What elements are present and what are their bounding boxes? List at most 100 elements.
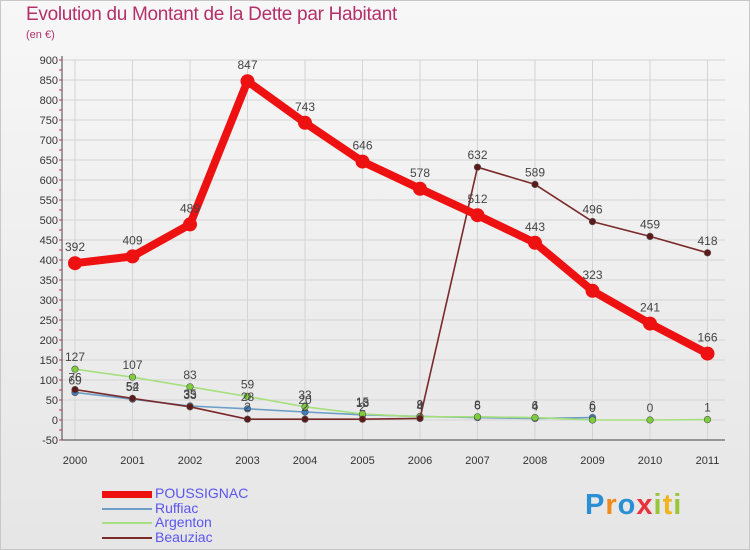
legend-label: Beauziac	[155, 529, 213, 545]
y-tick-label: 50	[46, 395, 58, 407]
legend-swatch	[102, 508, 152, 510]
data-label-beauziac: 496	[582, 203, 602, 217]
data-label-argenton: 15	[356, 395, 370, 409]
y-tick-label: 150	[40, 355, 58, 367]
data-label-ruffiac: 6	[589, 399, 596, 413]
data-label-argenton: 1	[704, 401, 711, 415]
data-label-poussignac: 489	[180, 201, 200, 215]
y-tick-label: 700	[40, 135, 58, 147]
data-label-ruffiac: 28	[241, 390, 255, 404]
data-point-poussignac	[355, 154, 370, 169]
data-label-beauziac: 418	[697, 234, 717, 248]
data-point-poussignac	[240, 74, 255, 89]
grid-layer	[62, 59, 725, 441]
data-label-poussignac: 847	[237, 58, 257, 72]
x-tick-label: 2009	[580, 455, 604, 467]
data-point-argenton	[703, 416, 712, 424]
x-tick-label: 2008	[523, 455, 547, 467]
axis-layer: -500501001502002503003504004505005506006…	[40, 55, 725, 467]
data-point-poussignac	[643, 316, 657, 331]
proxiti-logo: Proxiti	[585, 489, 682, 522]
data-label-poussignac: 743	[295, 100, 315, 114]
series-line-ruffiac	[74, 391, 594, 420]
data-point-beauziac	[358, 415, 367, 423]
data-point-poussignac	[298, 115, 312, 130]
y-tick-label: 200	[40, 335, 58, 347]
data-point-poussignac	[68, 256, 82, 271]
data-point-beauziac	[473, 163, 482, 171]
data-point-poussignac	[528, 235, 542, 250]
legend-swatch	[102, 537, 152, 539]
data-label-ruffiac: 6	[474, 399, 481, 413]
data-label-argenton: 107	[122, 358, 142, 372]
data-point-beauziac	[703, 249, 712, 257]
chart-subtitle: (en €)	[26, 29, 55, 41]
legend-label: Ruffiac	[155, 500, 199, 516]
x-tick-label: 2010	[638, 455, 662, 467]
y-tick-label: 300	[40, 295, 58, 307]
y-tick-label: 500	[40, 215, 58, 227]
data-point-argenton	[301, 403, 309, 411]
data-label-argenton: 127	[65, 350, 85, 364]
data-label-poussignac: 512	[467, 192, 487, 206]
y-tick-label: 0	[52, 415, 58, 427]
data-point-argenton	[71, 365, 79, 373]
y-tick-label: 250	[40, 315, 58, 327]
y-tick-label: 750	[40, 115, 58, 127]
data-label-argenton: 83	[183, 368, 197, 382]
legend-label: POUSSIGNAC	[155, 485, 249, 501]
data-point-poussignac	[470, 208, 485, 223]
data-label-ruffiac: 20	[298, 393, 312, 407]
data-point-argenton	[646, 416, 654, 424]
x-tick-label: 2000	[63, 455, 87, 467]
y-tick-label: 900	[40, 55, 58, 67]
data-label-ruffiac: 69	[68, 373, 82, 387]
data-point-argenton	[531, 414, 539, 422]
chart-title: Evolution du Montant de la Dette par Hab…	[26, 4, 397, 25]
data-label-ruffiac: 35	[183, 387, 197, 401]
data-label-beauziac: 76	[68, 371, 82, 385]
data-label-beauziac: 54	[126, 379, 140, 393]
legend-label: Argenton	[155, 514, 212, 530]
x-tick-label: 2003	[235, 455, 259, 467]
data-label-beauziac: 459	[640, 217, 660, 231]
data-label-poussignac: 241	[640, 301, 660, 315]
logo-letter: o	[617, 489, 637, 521]
y-tick-label: -50	[42, 435, 58, 447]
data-point-beauziac	[301, 415, 309, 423]
data-point-poussignac	[183, 217, 197, 232]
series-layer	[68, 74, 715, 424]
data-label-poussignac: 323	[582, 268, 602, 282]
series-line-argenton	[74, 368, 709, 421]
data-point-poussignac	[125, 249, 140, 264]
data-label-argenton: 6	[532, 399, 539, 413]
data-point-beauziac	[531, 180, 539, 188]
series-line-poussignac	[71, 77, 712, 358]
data-point-beauziac	[243, 415, 252, 423]
y-tick-label: 650	[40, 155, 58, 167]
data-label-beauziac: 4	[417, 399, 424, 413]
data-label-beauziac: 632	[467, 148, 487, 162]
y-tick-label: 450	[40, 235, 58, 247]
data-label-ruffiac: 52	[126, 380, 140, 394]
y-tick-label: 600	[40, 175, 58, 187]
data-label-ruffiac: 9	[417, 397, 424, 411]
series-line-beauziac	[74, 166, 709, 421]
data-point-poussignac	[700, 346, 715, 361]
data-label-poussignac: 646	[352, 139, 372, 153]
y-tick-label: 100	[40, 375, 58, 387]
data-point-argenton	[473, 413, 482, 421]
data-point-poussignac	[413, 181, 427, 196]
data-point-beauziac	[186, 403, 194, 411]
data-label-argenton: 8	[474, 398, 481, 412]
data-label-poussignac: 578	[410, 166, 430, 180]
logo-letter: P	[585, 489, 606, 521]
data-point-ruffiac	[243, 405, 252, 413]
logo-letter: r	[605, 489, 618, 521]
logo-letter: i	[653, 489, 663, 521]
data-point-argenton	[243, 392, 252, 401]
data-point-poussignac	[585, 283, 600, 298]
data-label-argenton: 0	[589, 401, 596, 415]
